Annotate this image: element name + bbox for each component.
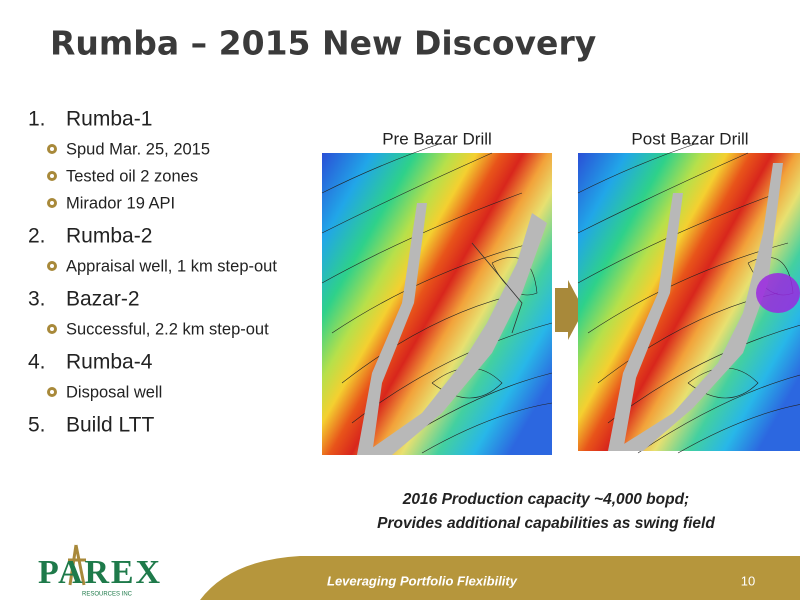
slide-title: Rumba – 2015 New Discovery [50, 24, 596, 63]
caption-line: Provides additional capabilities as swin… [377, 515, 715, 532]
item-text: Build LTT [66, 414, 154, 437]
bullet-icon [50, 390, 54, 394]
map-pre [321, 142, 553, 455]
logo-name: PAREX [38, 554, 160, 591]
arrow [555, 280, 584, 340]
item-text: Rumba-2 [66, 225, 152, 248]
bullet-text: Mirador 19 API [66, 194, 175, 212]
item-number: 4. [28, 351, 46, 374]
bullet-text: Successful, 2.2 km step-out [66, 320, 269, 338]
bullet-icon [50, 147, 54, 151]
page-number: 10 [741, 573, 755, 588]
item-number: 1. [28, 108, 46, 131]
logo-tagline: RESOURCES INC [82, 592, 133, 598]
item-text: Rumba-1 [66, 108, 152, 131]
item-text: Rumba-4 [66, 351, 153, 374]
bullet-text: Tested oil 2 zones [66, 167, 198, 185]
item-text: Bazar-2 [66, 288, 140, 311]
bullet-icon [50, 264, 54, 268]
caption-line: 2016 Production capacity ~4,000 bopd; [402, 491, 689, 508]
map-post [577, 142, 800, 454]
map-label: Post Bazar Drill [631, 129, 748, 148]
item-number: 2. [28, 225, 46, 248]
map-label: Pre Bazar Drill [382, 129, 492, 148]
footer-band [200, 556, 800, 600]
bullet-icon [50, 327, 54, 331]
bullet-text: Disposal well [66, 383, 162, 401]
footer-text: Leveraging Portfolio Flexibility [327, 573, 518, 588]
item-number: 3. [28, 288, 46, 311]
bullet-text: Spud Mar. 25, 2015 [66, 140, 210, 158]
item-number: 5. [28, 414, 46, 437]
bullet-icon [50, 201, 54, 205]
bullet-text: Appraisal well, 1 km step-out [66, 257, 277, 275]
numbered-list: 1. Rumba-1 Spud Mar. 25, 2015 Tested oil 2 … [28, 108, 277, 437]
logo: PAREX RESOURCES INC [38, 544, 160, 598]
bullet-icon [50, 174, 54, 178]
